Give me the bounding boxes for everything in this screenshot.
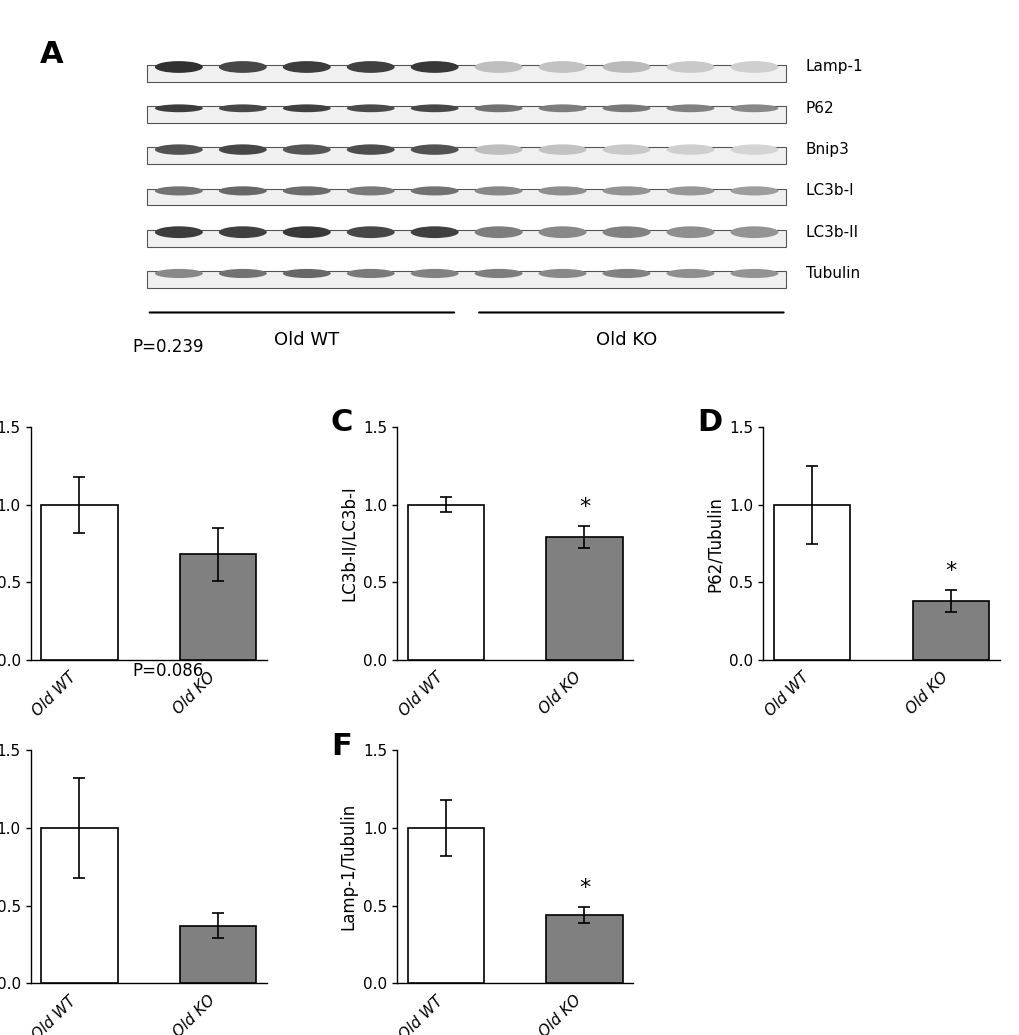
Ellipse shape: [730, 61, 777, 72]
Ellipse shape: [730, 269, 777, 278]
Ellipse shape: [155, 144, 203, 155]
Bar: [42, 828, 117, 983]
Text: A: A: [41, 40, 64, 69]
Ellipse shape: [219, 227, 267, 238]
Ellipse shape: [538, 186, 586, 196]
Ellipse shape: [474, 61, 522, 72]
Ellipse shape: [411, 61, 459, 72]
FancyBboxPatch shape: [147, 147, 786, 165]
Bar: [408, 505, 483, 660]
Text: *: *: [578, 497, 589, 518]
Bar: [408, 828, 483, 983]
Text: *: *: [945, 561, 956, 581]
Ellipse shape: [282, 227, 330, 238]
Text: Old WT: Old WT: [274, 331, 339, 349]
FancyBboxPatch shape: [147, 230, 786, 246]
Ellipse shape: [411, 186, 459, 196]
Ellipse shape: [730, 186, 777, 196]
Text: LC3b-II: LC3b-II: [805, 225, 858, 240]
Ellipse shape: [346, 269, 394, 278]
Ellipse shape: [346, 61, 394, 72]
Text: Old KO: Old KO: [595, 331, 656, 349]
Ellipse shape: [665, 186, 713, 196]
Ellipse shape: [282, 61, 330, 72]
Ellipse shape: [474, 269, 522, 278]
Ellipse shape: [219, 269, 267, 278]
Ellipse shape: [474, 105, 522, 112]
Ellipse shape: [474, 144, 522, 155]
Bar: [179, 925, 256, 983]
Bar: [773, 505, 850, 660]
Ellipse shape: [411, 227, 459, 238]
FancyBboxPatch shape: [147, 65, 786, 82]
Ellipse shape: [665, 105, 713, 112]
Bar: [179, 555, 256, 660]
Y-axis label: Lamp-1/Tubulin: Lamp-1/Tubulin: [339, 803, 358, 930]
Text: D: D: [696, 409, 721, 438]
Ellipse shape: [282, 105, 330, 112]
Ellipse shape: [155, 105, 203, 112]
Ellipse shape: [665, 61, 713, 72]
Ellipse shape: [411, 105, 459, 112]
Ellipse shape: [602, 186, 650, 196]
Ellipse shape: [155, 186, 203, 196]
Ellipse shape: [219, 61, 267, 72]
Ellipse shape: [219, 144, 267, 155]
FancyBboxPatch shape: [147, 188, 786, 205]
Ellipse shape: [346, 105, 394, 112]
Ellipse shape: [346, 186, 394, 196]
Ellipse shape: [665, 227, 713, 238]
Ellipse shape: [538, 144, 586, 155]
Ellipse shape: [602, 61, 650, 72]
Text: P62: P62: [805, 100, 834, 116]
Ellipse shape: [155, 227, 203, 238]
Ellipse shape: [282, 186, 330, 196]
Text: C: C: [330, 409, 353, 438]
Bar: [912, 601, 987, 660]
Ellipse shape: [474, 186, 522, 196]
Text: F: F: [330, 732, 352, 761]
Text: Tubulin: Tubulin: [805, 266, 859, 280]
Ellipse shape: [282, 144, 330, 155]
Ellipse shape: [411, 269, 459, 278]
Ellipse shape: [538, 61, 586, 72]
FancyBboxPatch shape: [147, 271, 786, 288]
Ellipse shape: [730, 144, 777, 155]
Ellipse shape: [602, 227, 650, 238]
Ellipse shape: [155, 269, 203, 278]
Ellipse shape: [219, 105, 267, 112]
FancyBboxPatch shape: [147, 106, 786, 123]
Ellipse shape: [538, 105, 586, 112]
Bar: [546, 537, 622, 660]
Text: Lamp-1: Lamp-1: [805, 59, 862, 75]
Ellipse shape: [219, 186, 267, 196]
Ellipse shape: [602, 269, 650, 278]
Text: P=0.239: P=0.239: [131, 338, 203, 356]
Ellipse shape: [538, 227, 586, 238]
Ellipse shape: [538, 269, 586, 278]
Ellipse shape: [730, 227, 777, 238]
Ellipse shape: [346, 144, 394, 155]
Ellipse shape: [411, 144, 459, 155]
Ellipse shape: [730, 105, 777, 112]
Y-axis label: P62/Tubulin: P62/Tubulin: [705, 496, 723, 592]
Ellipse shape: [474, 227, 522, 238]
Ellipse shape: [155, 61, 203, 72]
Text: *: *: [578, 878, 589, 897]
Ellipse shape: [602, 144, 650, 155]
Text: Bnip3: Bnip3: [805, 142, 849, 157]
Text: P=0.086: P=0.086: [131, 661, 203, 680]
Ellipse shape: [665, 144, 713, 155]
Ellipse shape: [602, 105, 650, 112]
Bar: [42, 505, 117, 660]
Y-axis label: LC3b-II/LC3b-I: LC3b-II/LC3b-I: [339, 485, 358, 601]
Text: LC3b-I: LC3b-I: [805, 183, 854, 199]
Ellipse shape: [665, 269, 713, 278]
Ellipse shape: [346, 227, 394, 238]
Bar: [546, 915, 622, 983]
Ellipse shape: [282, 269, 330, 278]
